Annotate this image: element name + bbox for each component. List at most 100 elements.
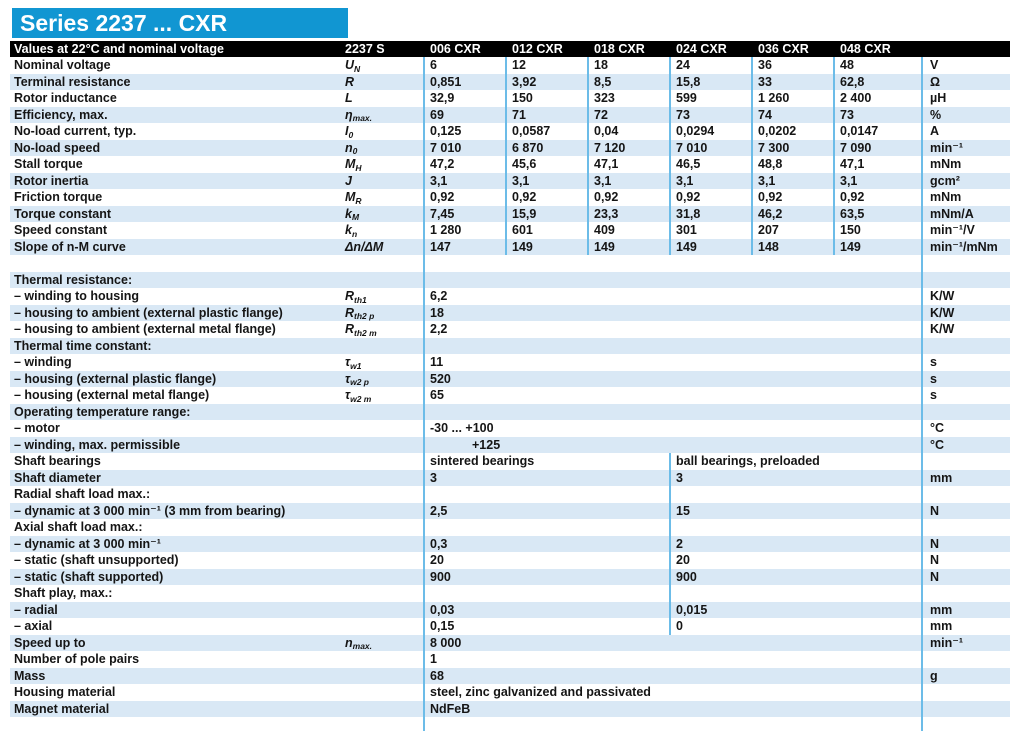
- row-symbol: J: [345, 173, 352, 188]
- value-cell: 7 120: [594, 140, 626, 155]
- value-cell: 0,03: [430, 602, 455, 617]
- value-cell: 33: [758, 74, 772, 89]
- table-row: Number of pole pairs 1: [10, 651, 1010, 668]
- value-cell: 3,1: [758, 173, 776, 188]
- unit-cell: mNm: [930, 157, 962, 171]
- column-separator-line: [669, 453, 671, 635]
- unit-cell: %: [930, 107, 942, 122]
- row-label: – housing (external plastic flange): [14, 371, 217, 386]
- unit-cell: µH: [930, 91, 947, 105]
- unit-cell: °C: [930, 421, 945, 435]
- column-separator-line: [833, 57, 835, 255]
- value-cell: NdFeB: [430, 701, 471, 716]
- value-cell: 0,851: [430, 74, 462, 89]
- value-cell: 6,2: [430, 289, 448, 303]
- row-symbol-subscript: M: [351, 212, 360, 222]
- unit-cell: K/W: [930, 322, 955, 336]
- value-cell: 599: [676, 91, 697, 105]
- column-separator-line: [751, 57, 753, 255]
- value-cell: 0,92: [430, 190, 455, 204]
- value-cell: 149: [512, 239, 533, 254]
- unit-cell: mNm/A: [930, 206, 974, 221]
- column-separator-line: [587, 57, 589, 255]
- row-symbol-subscript: th1: [354, 294, 367, 305]
- row-label: Torque constant: [14, 206, 111, 221]
- row-symbol-subscript: n: [351, 228, 358, 239]
- value-cell: 0,015: [676, 602, 708, 617]
- value-cell: 7 300: [758, 140, 790, 155]
- value-cell: 148: [758, 239, 779, 254]
- value-cell: 23,3: [594, 206, 619, 221]
- row-label: Nominal voltage: [14, 58, 111, 72]
- row-label: – motor: [14, 421, 60, 435]
- value-cell: 18: [430, 305, 444, 320]
- row-label: Efficiency, max.: [14, 107, 108, 122]
- header-column: 012 CXR: [512, 42, 563, 56]
- value-cell: 7 090: [840, 140, 872, 155]
- value-cell: 46,2: [758, 206, 783, 221]
- value-cell: steel, zinc galvanized and passivated: [430, 685, 651, 699]
- value-cell: 24: [676, 58, 690, 72]
- column-separator-line: [505, 57, 507, 255]
- row-label: Thermal time constant:: [14, 338, 152, 353]
- row-label: Rotor inductance: [14, 91, 117, 105]
- column-separator-line: [669, 57, 671, 255]
- value-cell: 72: [594, 107, 608, 122]
- unit-cell: s: [930, 388, 937, 402]
- header-values-label: Values at 22°C and nominal voltage: [14, 42, 224, 56]
- table-row: Rotor inertia J 3,1 3,1 3,1 3,1 3,1 3,1 gcm²: [10, 172, 1010, 189]
- row-label: Shaft play, max.:: [14, 586, 113, 600]
- table-row: Housing material steel, zinc galvanized a…: [10, 684, 1010, 701]
- row-label: – axial: [14, 619, 53, 633]
- row-symbol: τw2 m: [345, 388, 372, 404]
- row-symbol: ηmax.: [345, 107, 373, 124]
- row-label: Speed constant: [14, 223, 108, 237]
- value-cell: 11: [430, 355, 444, 369]
- row-label: – winding to housing: [14, 289, 139, 303]
- row-symbol: Rth2 p: [345, 305, 375, 322]
- unit-cell: A: [930, 124, 940, 138]
- unit-cell: mm: [930, 619, 953, 633]
- row-symbol: UN: [345, 58, 361, 74]
- row-label: Number of pole pairs: [14, 652, 140, 666]
- row-symbol-subscript: max.: [352, 641, 373, 651]
- value-cell: 0,0202: [758, 124, 797, 138]
- value-cell: 12: [512, 58, 526, 72]
- value-cell: 3,1: [512, 173, 530, 188]
- table-row: Mass 68 g: [10, 667, 1010, 684]
- row-symbol: L: [345, 91, 353, 105]
- row-symbol-subscript: w2 m: [350, 393, 372, 404]
- value-cell: 63,5: [840, 206, 865, 221]
- column-separator-line: [423, 57, 425, 731]
- value-cell: 207: [758, 223, 779, 237]
- series-title: Series 2237 ... CXR: [20, 10, 228, 36]
- value-cell: 31,8: [676, 206, 701, 221]
- unit-cell: N: [930, 569, 940, 584]
- value-cell: 45,6: [512, 157, 537, 171]
- unit-cell: min⁻¹/V: [930, 223, 975, 237]
- unit-cell: min⁻¹/mNm: [930, 239, 998, 254]
- row-label: Speed up to: [14, 635, 86, 650]
- value-cell: 47,2: [430, 157, 455, 171]
- unit-cell: K/W: [930, 289, 955, 303]
- unit-cell: °C: [930, 437, 945, 452]
- value-cell: 149: [676, 239, 697, 254]
- row-symbol-subscript: w1: [350, 360, 362, 371]
- value-cell: 71: [512, 107, 526, 122]
- value-cell: ball bearings, preloaded: [676, 454, 820, 468]
- value-cell: 1 260: [758, 91, 790, 105]
- row-label: – radial: [14, 602, 58, 617]
- value-cell: 0,0587: [512, 124, 551, 138]
- value-cell: 7 010: [676, 140, 708, 155]
- row-symbol: Rth2 m: [345, 322, 377, 338]
- table-row: No-load current, typ. I0 0,125 0,0587 0,04 0,…: [10, 123, 1010, 140]
- value-cell: 3: [430, 470, 437, 485]
- value-cell: 48,8: [758, 157, 783, 171]
- table-row: Efficiency, max. ηmax. 69 71 72 73 74 73%: [10, 106, 1010, 124]
- row-label: Rotor inertia: [14, 173, 89, 188]
- table-row: – axial 0,15 0 mm: [10, 618, 1010, 635]
- unit-cell: N: [930, 536, 940, 551]
- value-cell: 3: [676, 470, 683, 485]
- row-symbol-subscript: 0: [348, 129, 354, 140]
- row-symbol-subscript: max.: [352, 113, 373, 123]
